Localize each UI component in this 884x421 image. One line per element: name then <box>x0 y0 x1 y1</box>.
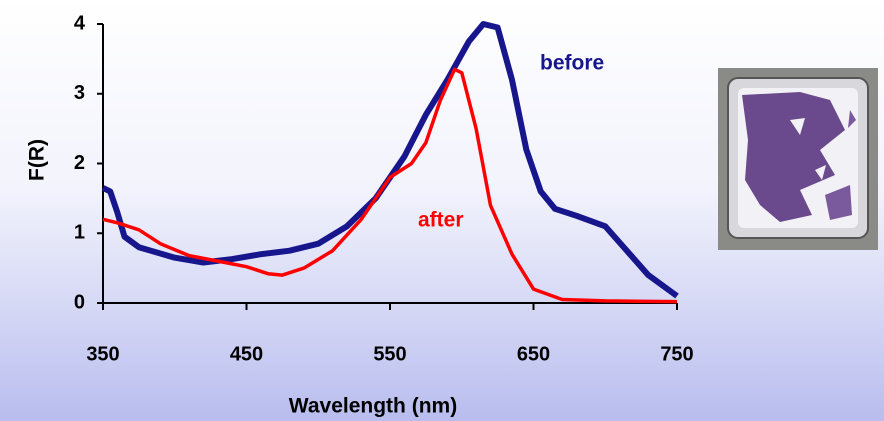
x-axis-title: Wavelength (nm) <box>289 395 457 418</box>
y-tick-label: 3 <box>74 82 85 104</box>
y-tick-label: 1 <box>74 222 85 244</box>
y-tick-label: 2 <box>74 152 85 174</box>
x-tick-label: 350 <box>86 343 119 365</box>
y-tick-label: 4 <box>74 12 86 34</box>
series-line <box>102 67 678 304</box>
x-tick-label: 750 <box>660 343 693 365</box>
series-label: before <box>540 52 604 75</box>
x-tick-label: 650 <box>517 343 550 365</box>
y-tick-label: 0 <box>74 291 85 313</box>
series-line <box>101 21 679 299</box>
series-label: after <box>418 209 464 232</box>
x-tick-label: 550 <box>373 343 406 365</box>
sample-photo <box>718 68 878 250</box>
y-axis-title: F(R) <box>26 139 49 181</box>
x-tick-label: 450 <box>230 343 263 365</box>
